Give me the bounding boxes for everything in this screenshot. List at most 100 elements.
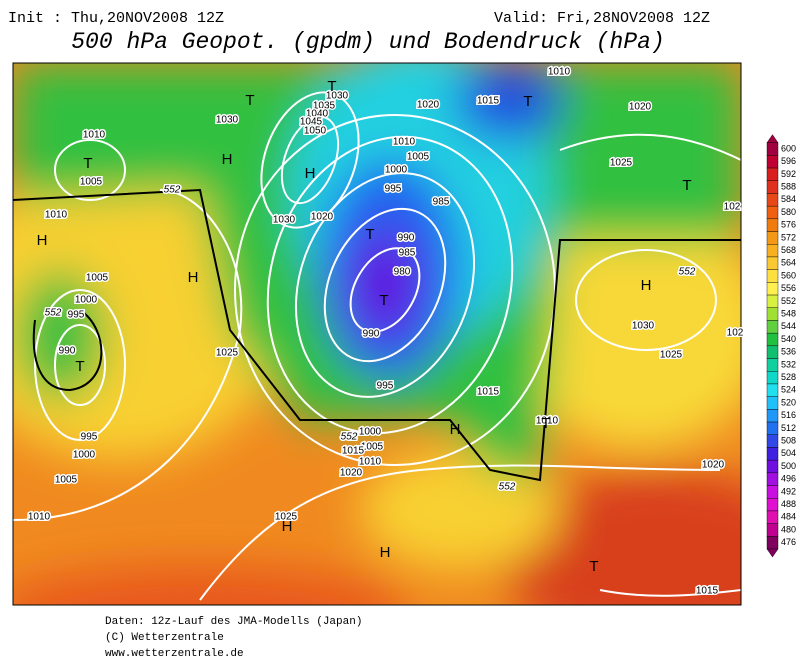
colorbar-box xyxy=(766,459,779,474)
map-title: 500 hPa Geopot. (gpdm) und Bodendruck (h… xyxy=(71,29,665,55)
colorbar-label: 520 xyxy=(781,397,796,407)
colorbar-box xyxy=(766,498,779,512)
colorbar-label: 532 xyxy=(781,359,796,369)
isobar-label: 1020 xyxy=(629,102,652,113)
contour-label: 552 xyxy=(499,482,516,493)
colorbar-box xyxy=(766,383,779,397)
isobar-label: 985 xyxy=(399,248,416,259)
pressure-center: H xyxy=(450,421,461,438)
pressure-center: T xyxy=(589,558,598,575)
colorbar-label: 552 xyxy=(781,296,796,306)
footer-line: (C) Wetterzentrale xyxy=(105,632,224,644)
colorbar-label: 584 xyxy=(781,194,796,204)
isobar-label: 1045 xyxy=(300,117,323,128)
colorbar-label: 484 xyxy=(781,512,796,522)
colorbar-label: 492 xyxy=(781,486,796,496)
colorbar-box xyxy=(766,320,779,334)
colorbar-box xyxy=(766,332,779,347)
isobar-label: 102 xyxy=(727,328,744,339)
isobar-label: 1000 xyxy=(75,295,98,306)
isobar-label: 1010 xyxy=(28,512,51,523)
isobar-label: 1015 xyxy=(477,96,500,107)
contour-label: 552 xyxy=(679,267,696,278)
isobar-label: 1005 xyxy=(55,475,78,486)
colorbar-label: 588 xyxy=(781,181,796,191)
isobar-label: 1030 xyxy=(632,321,655,332)
isobar-label: 995 xyxy=(385,184,402,195)
footer-line: www.wetterzentrale.de xyxy=(105,648,244,660)
colorbar-box xyxy=(766,193,779,207)
pressure-center: H xyxy=(641,277,652,294)
map-frame xyxy=(12,62,742,606)
isobar-label: 1025 xyxy=(275,512,298,523)
colorbar-box xyxy=(766,345,779,359)
isobar-label: 1010 xyxy=(548,67,571,78)
isobar-label: 990 xyxy=(59,346,76,357)
colorbar-label: 536 xyxy=(781,347,796,357)
colorbar-box xyxy=(766,155,779,169)
isobar-label: 1005 xyxy=(407,152,430,163)
pressure-center: H xyxy=(305,165,316,182)
colorbar-tip xyxy=(766,134,779,143)
isobar-label: 1020 xyxy=(702,460,725,471)
valid-time: Valid: Fri,28NOV2008 12Z xyxy=(494,10,710,27)
colorbar-box xyxy=(766,536,779,550)
isobar-label: 1020 xyxy=(417,100,440,111)
pressure-center: T xyxy=(83,155,92,172)
isobar-label: 1030 xyxy=(216,115,239,126)
isobar-label: 1010 xyxy=(83,130,106,141)
colorbar-label: 540 xyxy=(781,334,796,344)
colorbar-label: 524 xyxy=(781,385,796,395)
colorbar-label: 544 xyxy=(781,321,796,331)
colorbar-box xyxy=(766,256,779,270)
colorbar-label: 500 xyxy=(781,461,796,471)
isobar-label: 1020 xyxy=(340,468,363,479)
colorbar-label: 580 xyxy=(781,207,796,217)
colorbar-label: 560 xyxy=(781,270,796,280)
colorbar-box xyxy=(766,510,779,524)
isobar-label: 1010 xyxy=(393,137,416,148)
isobar-label: 1015 xyxy=(342,446,365,457)
colorbar-box xyxy=(766,358,779,372)
colorbar-label: 508 xyxy=(781,435,796,445)
isobar-label: 1000 xyxy=(73,450,96,461)
colorbar-box xyxy=(766,396,779,410)
colorbar-label: 512 xyxy=(781,423,796,433)
colorbar-box xyxy=(766,142,779,156)
colorbar-label: 592 xyxy=(781,169,796,179)
pressure-center: H xyxy=(37,232,48,249)
colorbar-box xyxy=(766,421,779,435)
pressure-center: T xyxy=(75,358,84,375)
pressure-center: T xyxy=(523,93,532,110)
isobar-label: 1015 xyxy=(477,387,500,398)
colorbar-box xyxy=(766,180,779,194)
colorbar-label: 476 xyxy=(781,537,796,547)
colorbar-label: 528 xyxy=(781,372,796,382)
isobar-label: 1040 xyxy=(306,109,329,120)
isobar-label: 995 xyxy=(377,381,394,392)
colorbar-box xyxy=(766,307,779,321)
colorbar-label: 576 xyxy=(781,220,796,230)
pressure-center: H xyxy=(222,151,233,168)
contour-label: 552 xyxy=(341,432,358,443)
isobar-label: 995 xyxy=(81,432,98,443)
colorbar-box xyxy=(766,472,779,486)
colorbar-label: 548 xyxy=(781,308,796,318)
footer-line: Daten: 12z-Lauf des JMA-Modells (Japan) xyxy=(105,616,362,628)
colorbar-box xyxy=(766,371,779,385)
colorbar-label: 480 xyxy=(781,524,796,534)
colorbar-box xyxy=(766,205,779,220)
colorbar-label: 564 xyxy=(781,258,796,268)
colorbar-label: 516 xyxy=(781,410,796,420)
colorbar-label: 504 xyxy=(781,448,796,458)
isobar-label: 1005 xyxy=(86,273,109,284)
pressure-center: T xyxy=(365,226,374,243)
colorbar-box xyxy=(766,218,779,232)
isobar-label: 1010 xyxy=(45,210,68,221)
pressure-center: T xyxy=(541,415,550,432)
isobar-label: 1010 xyxy=(536,416,559,427)
colorbar-label: 572 xyxy=(781,232,796,242)
colorbar-box xyxy=(766,434,779,448)
isobar-label: 1050 xyxy=(304,126,327,137)
